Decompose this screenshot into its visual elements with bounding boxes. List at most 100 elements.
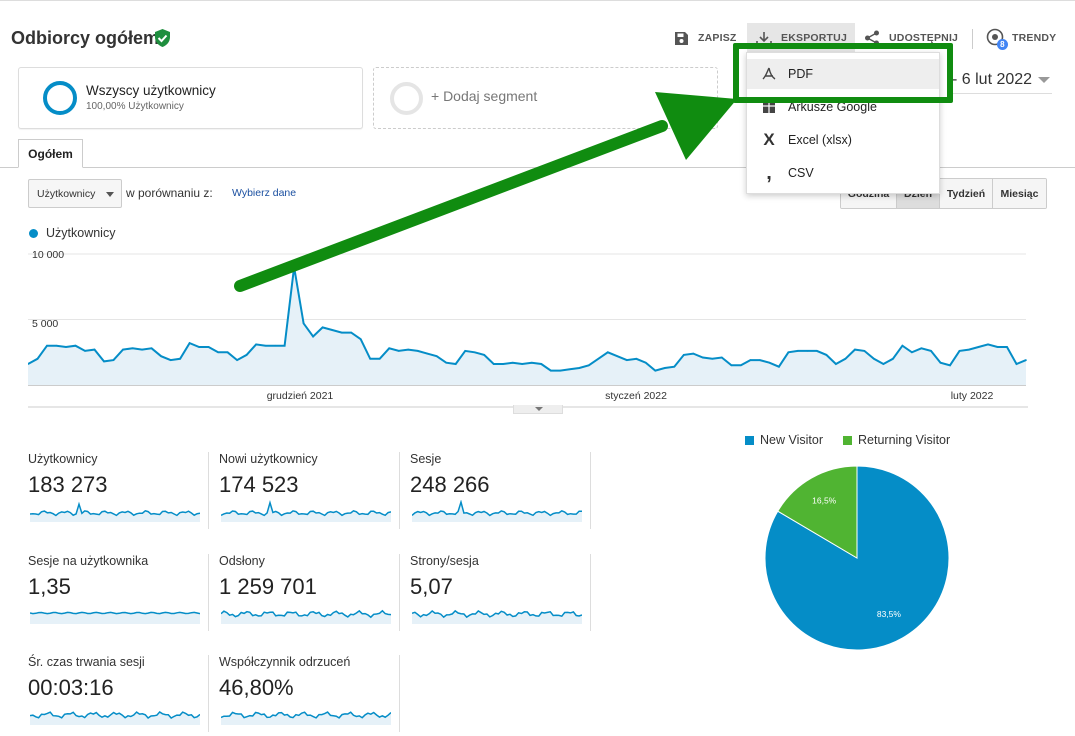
stat-sessions-per-user[interactable]: Sesje na użytkownika 1,35: [28, 554, 216, 634]
export-menu: PDF Arkusze Google X Excel (xlsx) , CSV: [746, 52, 940, 194]
pie-legend-item[interactable]: Returning Visitor: [843, 433, 950, 447]
data-point: [312, 335, 314, 338]
metric-select-value: Użytkownicy: [37, 188, 96, 200]
series-line: [28, 266, 1027, 372]
data-point: [711, 358, 714, 360]
menu-item-label: PDF: [788, 67, 813, 81]
segment-ring-icon: [43, 81, 77, 115]
period-week-button[interactable]: Tydzień: [940, 179, 993, 208]
share-icon: [865, 30, 879, 46]
y-tick-label: 10 000: [32, 249, 64, 261]
chart-collapse-toggle[interactable]: [513, 405, 563, 414]
data-point: [302, 322, 305, 325]
sparkline-area: [412, 502, 582, 522]
series-legend-marker: [29, 229, 38, 238]
sparkline-area: [221, 712, 391, 725]
pie-data-label: 83,5%: [877, 609, 902, 619]
download-icon: [756, 31, 772, 46]
pie-legend-item[interactable]: New Visitor: [745, 433, 823, 447]
stat-label: Współczynnik odrzuceń: [219, 655, 351, 669]
compare-label: w porównaniu z:: [126, 186, 213, 200]
metric-select[interactable]: Użytkownicy: [28, 179, 122, 208]
trends-button[interactable]: 8 TRENDY: [986, 23, 1056, 53]
data-point: [160, 355, 162, 357]
data-point: [749, 359, 752, 361]
data-point: [502, 363, 505, 365]
export-button[interactable]: EKSPORTUJ: [747, 23, 855, 53]
stat-new-users[interactable]: Nowi użytkownicy 174 523: [219, 452, 407, 532]
stat-sparkline: [221, 609, 391, 624]
stat-avg-session-duration[interactable]: Śr. czas trwania sesji 00:03:16: [28, 655, 216, 735]
trends-badge: 8: [997, 39, 1008, 50]
data-point: [616, 355, 619, 357]
export-pdf-item[interactable]: PDF: [747, 59, 939, 89]
export-csv-item[interactable]: , CSV: [747, 158, 939, 188]
stat-pages-per-session[interactable]: Strony/sesja 5,07: [410, 554, 598, 634]
data-point: [531, 361, 533, 364]
data-point: [996, 346, 999, 348]
data-point: [892, 358, 894, 360]
date-range-underline: [952, 93, 1052, 94]
series-area: [28, 267, 1026, 385]
stat-bounce-rate[interactable]: Współczynnik odrzuceń 46,80%: [219, 655, 407, 735]
data-point: [930, 350, 932, 352]
x-tick-label: luty 2022: [951, 390, 994, 402]
stat-label: Użytkownicy: [28, 452, 98, 466]
period-month-button[interactable]: Miesiąc: [993, 179, 1046, 208]
data-point: [835, 363, 837, 365]
data-point: [416, 350, 419, 352]
date-range-picker[interactable]: - 6 lut 2022: [952, 71, 1033, 88]
stat-value: 1,35: [28, 574, 71, 599]
pie-legend-label: New Visitor: [760, 433, 823, 447]
legend-swatch: [843, 435, 852, 445]
data-point: [492, 363, 495, 365]
data-point: [987, 343, 989, 346]
data-point: [654, 369, 657, 372]
stat-separator: [590, 554, 591, 631]
toolbar-divider: [972, 29, 973, 49]
sparkline-area: [30, 504, 200, 522]
sparkline-area: [412, 610, 582, 624]
data-point: [968, 348, 970, 351]
data-point: [198, 346, 200, 348]
data-point: [141, 348, 143, 351]
sparkline-area: [221, 502, 391, 522]
data-point: [683, 354, 685, 356]
chevron-down-icon[interactable]: [1038, 77, 1050, 83]
stat-sparkline: [30, 711, 200, 725]
stat-sessions[interactable]: Sesje 248 266: [410, 452, 598, 532]
csv-icon: ,: [766, 162, 772, 184]
data-point: [721, 356, 723, 359]
export-excel-item[interactable]: X Excel (xlsx): [747, 125, 939, 155]
share-label: UDOSTĘPNIJ: [889, 32, 959, 44]
sparkline-path: [412, 500, 582, 517]
x-tick-label: grudzień 2021: [267, 390, 334, 402]
data-point: [939, 361, 942, 364]
stat-users[interactable]: Użytkownicy 183 273: [28, 452, 216, 532]
tab-overview[interactable]: Ogółem: [18, 139, 83, 168]
stat-pageviews[interactable]: Odsłony 1 259 701: [219, 554, 407, 634]
segment-all-users[interactable]: Wszyscy użytkownicy 100,00% Użytkownicy: [18, 67, 363, 129]
stat-separator: [590, 452, 591, 529]
data-point: [607, 351, 609, 354]
sheets-icon: [759, 100, 779, 114]
save-button[interactable]: ZAPISZ: [674, 23, 737, 53]
share-button[interactable]: UDOSTĘPNIJ: [864, 23, 958, 53]
data-point: [46, 344, 48, 347]
stat-sparkline: [221, 500, 391, 522]
verified-shield-icon: [155, 29, 170, 47]
data-point: [521, 363, 523, 365]
data-point: [65, 346, 67, 348]
data-point: [578, 367, 581, 369]
data-point: [569, 368, 571, 371]
data-point: [863, 350, 866, 352]
data-point: [825, 354, 828, 356]
export-google-sheets-item[interactable]: Arkusze Google: [747, 92, 939, 122]
stat-label: Sesje: [410, 452, 442, 466]
save-icon: [675, 31, 688, 45]
stat-separator: [208, 554, 209, 631]
add-segment-button[interactable]: + Dodaj segment: [373, 67, 718, 129]
data-point: [778, 365, 780, 368]
menu-item-label: Arkusze Google: [788, 100, 877, 114]
choose-data-link[interactable]: Wybierz dane: [232, 187, 297, 199]
